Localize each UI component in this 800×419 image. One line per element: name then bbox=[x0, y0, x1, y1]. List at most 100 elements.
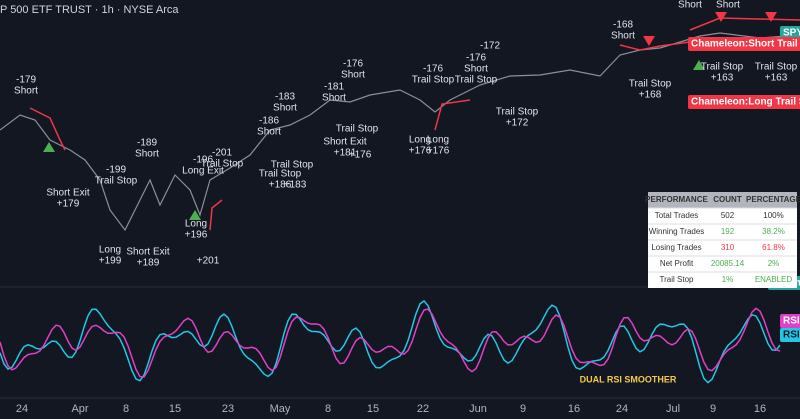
table-cell: Losing Trades bbox=[651, 243, 701, 252]
trade-annotation: +163 bbox=[765, 73, 788, 84]
rsi1-tag-bg bbox=[780, 328, 800, 342]
trade-annotation: Trail Stop bbox=[496, 107, 539, 118]
trade-annotation: Trail Stop bbox=[95, 176, 138, 187]
table-cell: Total Trades bbox=[655, 211, 699, 220]
table-cell: Net Profit bbox=[660, 259, 694, 268]
trade-annotation: Short bbox=[273, 103, 297, 114]
trail-stop bbox=[619, 41, 691, 51]
table-cell: Winning Trades bbox=[649, 227, 705, 236]
trade-annotation: +163 bbox=[711, 73, 734, 84]
table-cell: 192 bbox=[721, 227, 735, 236]
x-axis-label: 24 bbox=[16, 403, 28, 415]
x-axis-label: 15 bbox=[367, 403, 379, 415]
trade-annotation: +179 bbox=[57, 199, 80, 210]
trade-annotation: -172 bbox=[480, 41, 500, 52]
x-axis-label: 8 bbox=[123, 403, 129, 415]
trade-annotation: +181 bbox=[334, 148, 357, 159]
table-cell: 2% bbox=[768, 259, 780, 268]
table-cell: Trail Stop bbox=[660, 275, 694, 284]
trade-annotation: +176 bbox=[427, 146, 450, 157]
x-axis-label: 15 bbox=[169, 403, 181, 415]
table-cell: 20085.14 bbox=[711, 259, 745, 268]
trade-annotation: Short bbox=[611, 31, 635, 42]
x-axis-label: 16 bbox=[754, 403, 766, 415]
trade-annotation: Trail Stop bbox=[412, 75, 455, 86]
trade-annotation: Short bbox=[464, 64, 488, 75]
trail-stop bbox=[434, 99, 471, 131]
trade-annotation: -179 bbox=[16, 75, 36, 86]
trade-annotation: -183 bbox=[275, 92, 295, 103]
x-axis-label: 9 bbox=[710, 403, 716, 415]
x-axis-label: 22 bbox=[417, 403, 429, 415]
trade-annotation: Short Exit bbox=[46, 188, 90, 199]
short-marker bbox=[715, 12, 727, 22]
symbol-tag: SPY bbox=[783, 28, 800, 39]
x-axis-label: Jun bbox=[469, 403, 487, 415]
trade-annotation: -176 bbox=[343, 59, 363, 70]
table-cell: 100% bbox=[763, 211, 783, 220]
trade-annotation: Short bbox=[257, 127, 281, 138]
x-axis-label: Apr bbox=[71, 403, 88, 415]
trade-annotation: -181 bbox=[324, 82, 344, 93]
trade-annotation: Short bbox=[678, 0, 702, 11]
rsi2-tag-bg bbox=[780, 314, 800, 328]
trade-annotation: -176 bbox=[466, 53, 486, 64]
trade-annotation: Long bbox=[99, 245, 121, 256]
table-cell: ENABLED bbox=[755, 275, 793, 284]
table-header: PERFORMANCE bbox=[645, 195, 708, 204]
trade-annotation: Trail Stop bbox=[629, 79, 672, 90]
trade-annotation: Short bbox=[322, 93, 346, 104]
trade-annotation: Trail Stop bbox=[336, 124, 379, 135]
trade-annotation: +176 bbox=[409, 146, 432, 157]
trade-annotation: +183 bbox=[284, 180, 307, 191]
long-marker bbox=[189, 210, 201, 220]
short-trail-tag: Chameleon:Short Trail Stop bbox=[691, 39, 800, 50]
long-marker bbox=[693, 60, 705, 70]
trade-annotation: Trail Stop bbox=[755, 62, 798, 73]
rsi1-tag: RSI1 bbox=[783, 330, 800, 341]
short-trail-tag-bg bbox=[688, 37, 800, 51]
short-marker bbox=[643, 36, 655, 46]
trail-stop bbox=[29, 107, 66, 151]
long-trail-tag-bg bbox=[688, 95, 800, 109]
table-cell: 61.8% bbox=[762, 243, 785, 252]
price-line bbox=[0, 32, 800, 232]
trade-annotation: Short bbox=[341, 70, 365, 81]
rsi2-line bbox=[0, 307, 781, 378]
table-header: COUNT bbox=[713, 195, 742, 204]
trade-annotation: Short bbox=[135, 149, 159, 160]
x-axis-label: Jul bbox=[666, 403, 680, 415]
long-marker bbox=[43, 142, 55, 152]
trade-annotation: Trail Stop bbox=[271, 160, 314, 171]
trade-annotation: -201 bbox=[212, 148, 232, 159]
trade-annotation: +196 bbox=[185, 230, 208, 241]
trade-annotation: +172 bbox=[506, 118, 529, 129]
trade-annotation: +168 bbox=[639, 90, 662, 101]
trade-annotation: +201 bbox=[197, 256, 220, 267]
table-cell: 310 bbox=[721, 243, 735, 252]
trade-annotation: -168 bbox=[613, 20, 633, 31]
trade-annotation: -176 bbox=[423, 64, 443, 75]
rsi-pane bbox=[0, 299, 781, 384]
trade-annotation: -189 bbox=[137, 138, 157, 149]
x-axis-label: 16 bbox=[568, 403, 580, 415]
trade-annotation: -196 bbox=[193, 155, 213, 166]
x-axis-label: 9 bbox=[520, 403, 526, 415]
rsi2-tag: RSI2 bbox=[783, 316, 800, 327]
trade-annotation: Short bbox=[14, 86, 38, 97]
chart-title: P 500 ETF TRUST · 1h · NYSE Arca bbox=[0, 4, 179, 16]
x-axis-label: May bbox=[270, 403, 291, 415]
symbol-tag-bg bbox=[780, 26, 800, 40]
trade-annotation: Long bbox=[185, 219, 207, 230]
trade-annotation: Long Exit bbox=[182, 166, 224, 177]
indicator-label: DUAL RSI SMOOTHER bbox=[580, 374, 677, 384]
trade-annotation: Trail Stop bbox=[455, 75, 498, 86]
table-header: PERCENTAGE bbox=[746, 195, 800, 204]
trade-annotation: -199 bbox=[106, 165, 126, 176]
trade-annotation: +186 bbox=[269, 180, 292, 191]
table-cell: 1% bbox=[722, 275, 734, 284]
long-trail-tag: Chameleon:Long Trail Stop bbox=[691, 97, 800, 108]
trade-annotation: Trail Stop bbox=[259, 169, 302, 180]
trade-annotation: Short bbox=[716, 0, 740, 11]
short-marker bbox=[765, 12, 777, 22]
